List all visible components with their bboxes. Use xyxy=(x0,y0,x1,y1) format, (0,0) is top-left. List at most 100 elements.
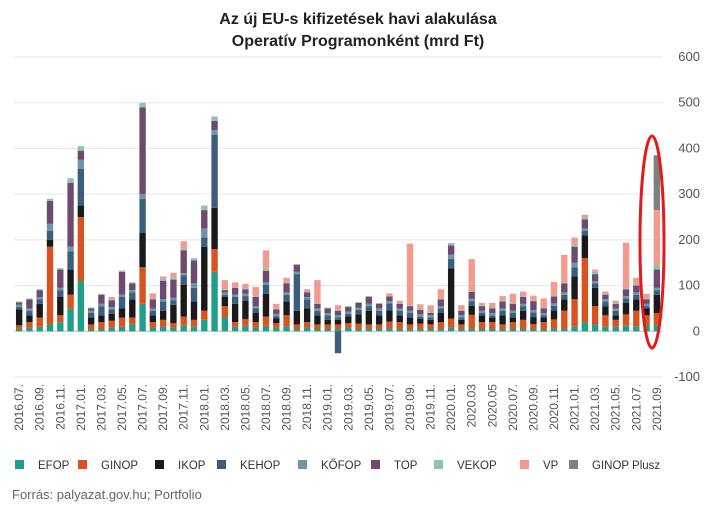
bar-segment xyxy=(653,287,661,291)
bar-segment xyxy=(324,329,331,332)
bar-segment xyxy=(293,265,301,272)
legend: EFOP GINOP IKOP KEHOP KŐFOP TOP VEKOP VP GINOP P… xyxy=(15,458,660,472)
bar-segment xyxy=(26,298,33,300)
bar-segment xyxy=(77,146,85,151)
bar-segment xyxy=(273,327,280,332)
legend-swatch xyxy=(520,460,529,469)
bar-segment xyxy=(180,284,187,317)
x-tick-label: 2021.09. xyxy=(650,384,664,431)
bar-segment xyxy=(355,309,362,315)
bar-segment xyxy=(365,329,373,332)
bar-segment xyxy=(67,294,74,309)
bar-segment xyxy=(221,292,229,295)
bar-segment xyxy=(643,293,650,299)
bar-segment xyxy=(334,315,342,318)
bar-segment xyxy=(170,297,177,301)
bar-segment xyxy=(417,318,424,324)
bar-segment xyxy=(345,311,352,314)
bar-segment xyxy=(77,281,85,332)
bar-segment xyxy=(437,299,445,307)
bar-segment xyxy=(108,307,115,310)
y-tick-label: 600 xyxy=(678,49,700,64)
bar-segment xyxy=(87,310,95,313)
bar-segment xyxy=(334,305,342,310)
bar-segment xyxy=(447,245,455,255)
bar-segment xyxy=(57,268,64,270)
bar-segment xyxy=(633,326,640,332)
bar-segment xyxy=(98,303,105,307)
bar-segment xyxy=(67,246,74,252)
bar-segment xyxy=(406,306,414,311)
bar-segment xyxy=(571,262,578,268)
bar-segment xyxy=(170,272,177,278)
bar-segment xyxy=(252,286,259,297)
bar-segment xyxy=(334,324,342,329)
bar-segment xyxy=(653,155,661,211)
bar-segment xyxy=(57,290,64,297)
bar-segment xyxy=(530,300,537,302)
bar-segment xyxy=(77,205,85,217)
bar-segment xyxy=(561,283,568,293)
bar-segment xyxy=(365,297,373,304)
bar-segment xyxy=(530,323,537,329)
bar-segment xyxy=(478,329,486,332)
bar-segment xyxy=(519,296,527,297)
bar-segment xyxy=(77,169,85,206)
bar-segment xyxy=(427,305,434,313)
bar-segment xyxy=(118,326,126,332)
bar-segment xyxy=(396,310,403,316)
bar-segment xyxy=(231,286,239,288)
bar-segment xyxy=(159,278,167,281)
bar-segment xyxy=(221,294,229,297)
bar-segment xyxy=(190,319,198,327)
bar-segment xyxy=(509,329,517,332)
bar-segment xyxy=(499,301,506,309)
bar-segment xyxy=(283,294,290,302)
bar-segment xyxy=(118,297,126,309)
bar-segment xyxy=(262,325,270,332)
x-tick-label: 2021.01. xyxy=(568,384,582,431)
legend-swatch xyxy=(298,460,307,469)
legend-swatch xyxy=(155,460,164,469)
bar-segment xyxy=(643,324,650,332)
legend-label: GINOP xyxy=(101,460,138,472)
bar-segment xyxy=(581,258,589,323)
bar-segment xyxy=(67,178,74,183)
bar-segment xyxy=(221,297,229,307)
bar-segment xyxy=(591,283,599,288)
bar-segment xyxy=(139,194,146,199)
legend-swatch xyxy=(371,460,380,469)
legend-label: KEHOP xyxy=(240,460,281,472)
bar-segment xyxy=(581,322,589,332)
bar-segment xyxy=(396,308,403,311)
bar-segment xyxy=(386,310,393,322)
bar-segment xyxy=(129,292,136,300)
bar-segment xyxy=(36,290,43,297)
bar-segment xyxy=(221,290,229,293)
bar-segment xyxy=(437,306,445,309)
bar-segment xyxy=(118,317,126,327)
y-tick-label: 500 xyxy=(678,95,700,110)
bar-segment xyxy=(375,310,383,316)
bar-segment xyxy=(46,239,54,247)
bar-segment xyxy=(530,328,537,332)
bar-segment xyxy=(571,326,578,332)
bar-segment xyxy=(550,303,558,306)
bar-segment xyxy=(519,297,527,304)
y-tick-label: -100 xyxy=(674,369,700,384)
bar-segment xyxy=(468,301,475,306)
y-axis-ticks: -100 0 100 200 300 400 500 600 xyxy=(674,49,700,384)
bar-segment xyxy=(612,326,619,332)
bar-segment xyxy=(591,271,599,275)
bar-segment xyxy=(87,324,95,329)
bar-segment xyxy=(67,269,74,295)
bar-segment xyxy=(118,308,126,318)
bar-segment xyxy=(561,282,568,284)
bar-segment xyxy=(581,219,589,229)
bar-segment xyxy=(643,315,650,325)
bar-segment xyxy=(36,299,43,304)
bar-segment xyxy=(478,322,486,329)
bar-segment xyxy=(139,267,146,304)
bar-segment xyxy=(211,130,218,135)
